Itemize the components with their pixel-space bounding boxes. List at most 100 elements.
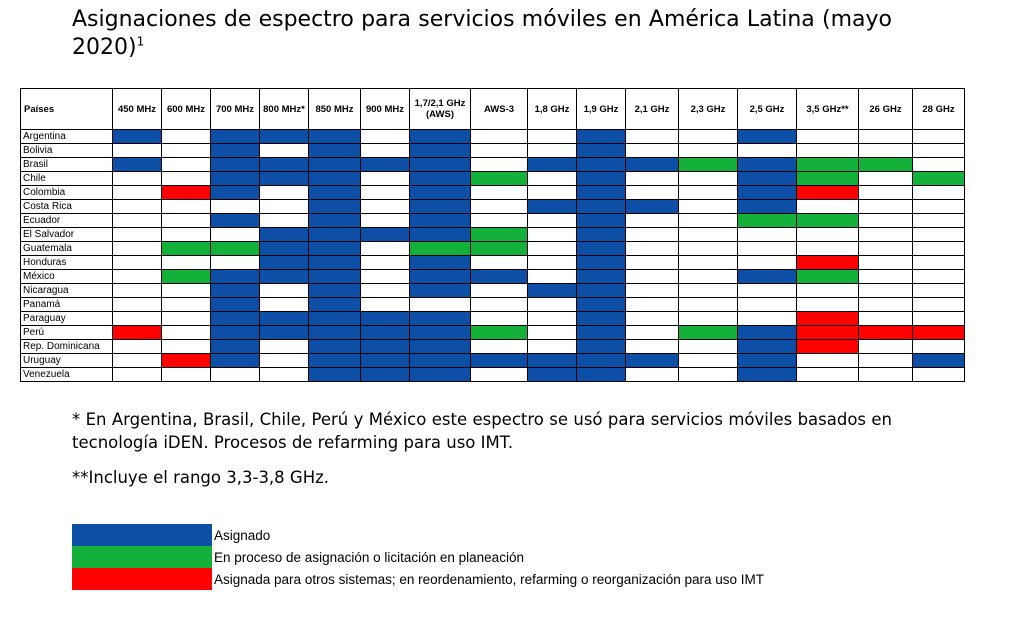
- table-row: Costa Rica: [20, 199, 965, 214]
- spectrum-cell: [527, 255, 577, 270]
- table-row: Perú: [20, 325, 965, 340]
- column-header: 3,5 GHz**: [796, 88, 859, 130]
- spectrum-cell: [308, 255, 361, 270]
- spectrum-cell: [210, 283, 260, 298]
- spectrum-cell: [625, 367, 679, 382]
- table-row: Guatemala: [20, 241, 965, 256]
- column-header: 28 GHz: [912, 88, 965, 130]
- spectrum-cell: [858, 339, 913, 354]
- spectrum-cell: [161, 129, 211, 144]
- spectrum-cell: [796, 129, 859, 144]
- spectrum-cell: [210, 157, 260, 172]
- country-label: Chile: [20, 171, 113, 186]
- spectrum-cell: [576, 241, 626, 256]
- spectrum-cell: [576, 367, 626, 382]
- spectrum-cell: [470, 199, 528, 214]
- legend-item: En proceso de asignación o licitación en…: [72, 546, 764, 568]
- spectrum-cell: [470, 227, 528, 242]
- spectrum-cell: [210, 213, 260, 228]
- spectrum-cell: [409, 325, 471, 340]
- spectrum-cell: [858, 325, 913, 340]
- spectrum-cell: [858, 171, 913, 186]
- spectrum-cell: [112, 283, 162, 298]
- legend-label: Asignado: [214, 527, 271, 543]
- table-row: México: [20, 269, 965, 284]
- country-label: Uruguay: [20, 353, 113, 368]
- table-row: Bolivia: [20, 143, 965, 158]
- spectrum-cell: [796, 353, 859, 368]
- spectrum-cell: [259, 269, 309, 284]
- spectrum-cell: [912, 185, 965, 200]
- spectrum-cell: [112, 297, 162, 312]
- spectrum-cell: [112, 255, 162, 270]
- spectrum-cell: [161, 367, 211, 382]
- column-header: 850 MHz: [308, 88, 361, 130]
- spectrum-cell: [527, 157, 577, 172]
- spectrum-cell: [625, 199, 679, 214]
- footnotes: * En Argentina, Brasil, Chile, Perú y Mé…: [72, 408, 892, 489]
- spectrum-cell: [527, 129, 577, 144]
- spectrum-cell: [796, 143, 859, 158]
- spectrum-cell: [308, 213, 361, 228]
- spectrum-cell: [796, 157, 859, 172]
- column-header: 1,9 GHz: [576, 88, 626, 130]
- spectrum-cell: [527, 367, 577, 382]
- spectrum-cell: [625, 185, 679, 200]
- spectrum-cell: [737, 213, 797, 228]
- spectrum-cell: [858, 241, 913, 256]
- spectrum-cell: [112, 157, 162, 172]
- spectrum-cell: [678, 367, 738, 382]
- spectrum-cell: [678, 213, 738, 228]
- spectrum-cell: [796, 199, 859, 214]
- spectrum-cell: [625, 227, 679, 242]
- spectrum-cell: [858, 129, 913, 144]
- spectrum-cell: [360, 325, 410, 340]
- spectrum-cell: [409, 367, 471, 382]
- spectrum-cell: [527, 241, 577, 256]
- spectrum-cell: [470, 325, 528, 340]
- spectrum-cell: [470, 297, 528, 312]
- column-header: 1,8 GHz: [527, 88, 577, 130]
- spectrum-cell: [912, 171, 965, 186]
- spectrum-cell: [360, 171, 410, 186]
- country-label: México: [20, 269, 113, 284]
- spectrum-cell: [576, 325, 626, 340]
- spectrum-cell: [912, 283, 965, 298]
- spectrum-cell: [576, 157, 626, 172]
- spectrum-cell: [360, 339, 410, 354]
- spectrum-cell: [409, 143, 471, 158]
- spectrum-cell: [737, 367, 797, 382]
- spectrum-cell: [527, 213, 577, 228]
- spectrum-cell: [912, 199, 965, 214]
- spectrum-cell: [112, 367, 162, 382]
- spectrum-cell: [360, 255, 410, 270]
- spectrum-cell: [625, 269, 679, 284]
- table-header-row: Países 450 MHz 600 MHz 700 MHz 800 MHz* 850 M…: [20, 88, 965, 130]
- spectrum-cell: [576, 213, 626, 228]
- spectrum-cell: [409, 227, 471, 242]
- column-header: AWS-3: [470, 88, 528, 130]
- legend-item: Asignado: [72, 524, 764, 546]
- spectrum-cell: [625, 353, 679, 368]
- spectrum-cell: [625, 255, 679, 270]
- spectrum-cell: [576, 269, 626, 284]
- spectrum-cell: [210, 367, 260, 382]
- spectrum-cell: [470, 311, 528, 326]
- spectrum-cell: [409, 269, 471, 284]
- spectrum-cell: [161, 297, 211, 312]
- spectrum-cell: [576, 311, 626, 326]
- spectrum-cell: [737, 199, 797, 214]
- spectrum-cell: [259, 199, 309, 214]
- spectrum-cell: [678, 353, 738, 368]
- spectrum-cell: [112, 143, 162, 158]
- legend-item: Asignada para otros sistemas; en reorden…: [72, 568, 764, 590]
- legend-label: En proceso de asignación o licitación en…: [214, 549, 524, 565]
- spectrum-cell: [912, 241, 965, 256]
- spectrum-cell: [210, 227, 260, 242]
- spectrum-cell: [210, 311, 260, 326]
- spectrum-cell: [796, 297, 859, 312]
- spectrum-cell: [259, 213, 309, 228]
- spectrum-cell: [161, 311, 211, 326]
- spectrum-cell: [796, 311, 859, 326]
- spectrum-cell: [409, 129, 471, 144]
